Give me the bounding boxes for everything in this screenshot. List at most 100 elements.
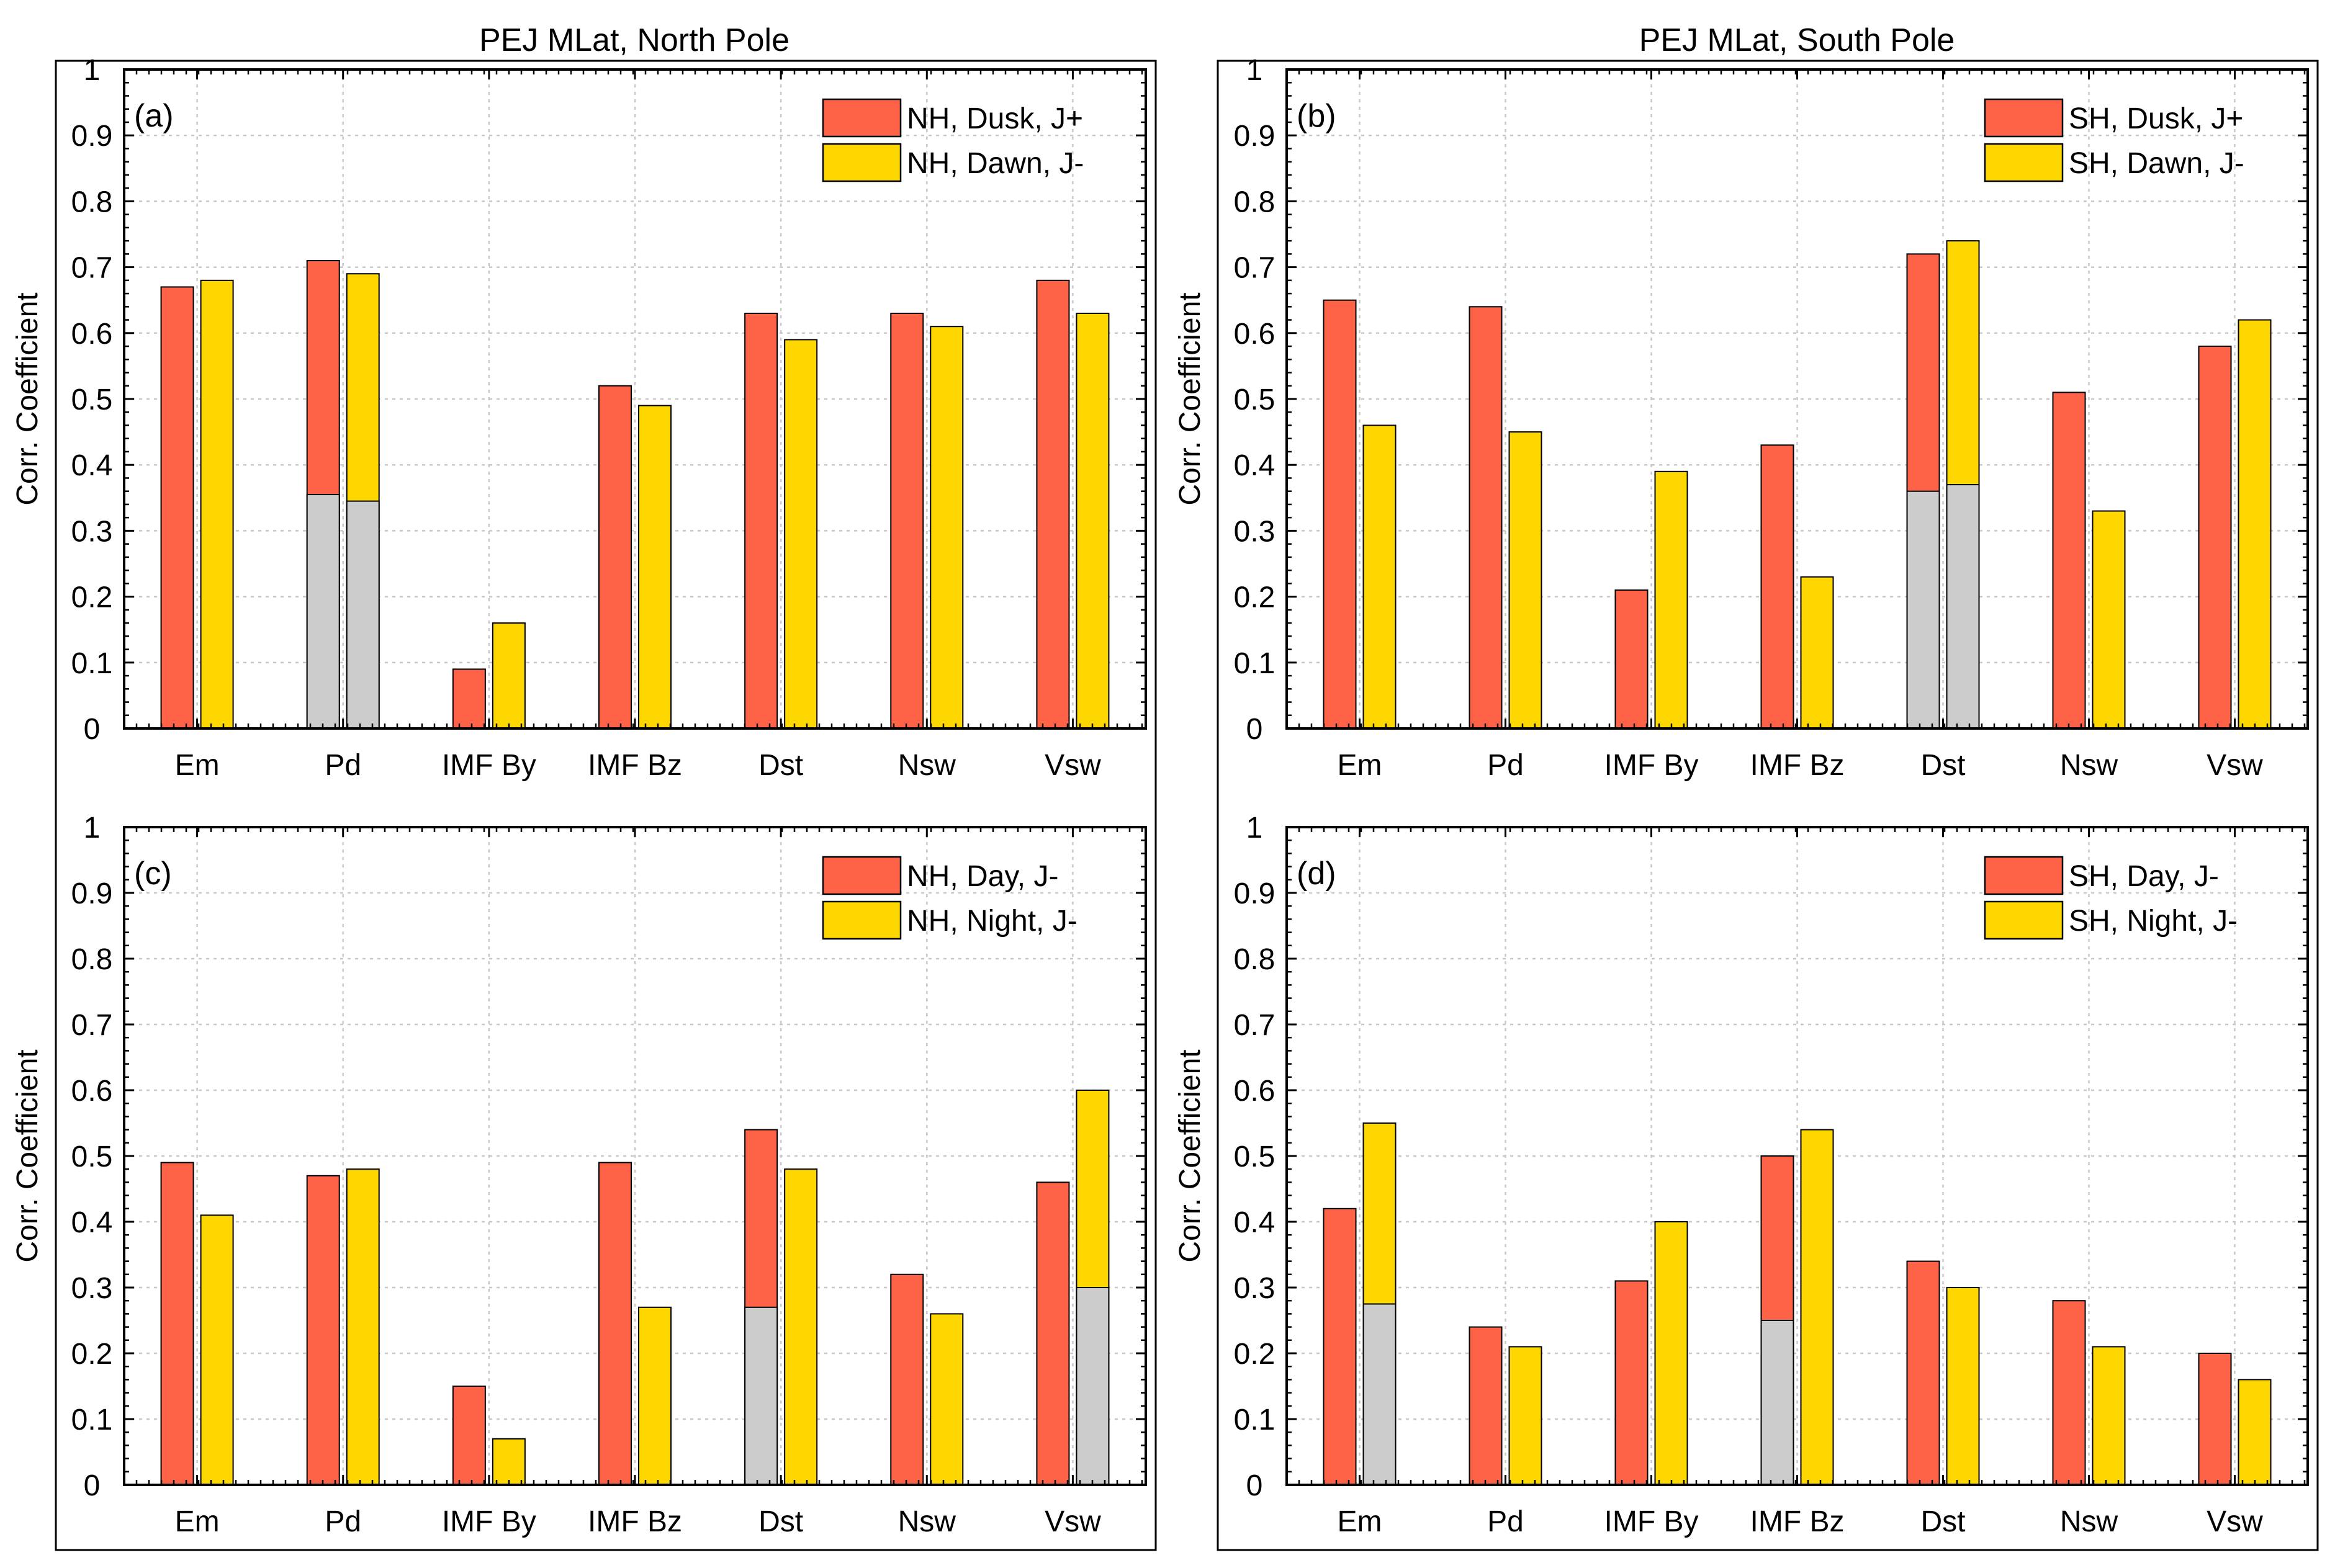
bar-pd-series2 bbox=[1508, 431, 1542, 729]
frame-right bbox=[1217, 60, 2319, 1551]
legend-label-series2: SH, Night, J- bbox=[2069, 905, 2238, 938]
x-tick-label-em: Em bbox=[1338, 1505, 1382, 1538]
bar-em-series2 bbox=[1362, 424, 1397, 729]
y-tick-label: 0.1 bbox=[71, 1404, 113, 1436]
bar-nsw-series1 bbox=[2052, 392, 2086, 729]
bar-vsw-series1 bbox=[1036, 279, 1070, 729]
legend-swatch-series1 bbox=[1984, 98, 2064, 138]
bar-imf-by-series2 bbox=[492, 622, 526, 730]
legend-label-series2: SH, Dawn, J- bbox=[2069, 147, 2244, 180]
y-tick-label: 0.4 bbox=[1234, 449, 1275, 482]
y-tick-label: 0.5 bbox=[1234, 383, 1275, 416]
bar-imf-bz-series1 bbox=[598, 1162, 632, 1485]
x-tick-label-dst: Dst bbox=[758, 1505, 803, 1538]
y-tick-label: 0 bbox=[84, 1469, 101, 1502]
y-tick-label: 0.6 bbox=[71, 1075, 113, 1108]
y-tick-label: 0.7 bbox=[71, 1009, 113, 1042]
x-tick-label-pd: Pd bbox=[325, 1505, 361, 1538]
legend-swatch-series2 bbox=[822, 143, 902, 182]
y-tick-label: 0.2 bbox=[71, 581, 113, 614]
bar-vsw-series2 bbox=[2238, 319, 2272, 729]
legend: SH, Day, J- SH, Night, J- bbox=[1984, 856, 2238, 940]
x-tick-label-nsw: Nsw bbox=[2060, 749, 2118, 782]
panel-letter: (b) bbox=[1297, 98, 1336, 134]
bar-vsw-series1 bbox=[2198, 1353, 2232, 1485]
bar-pd-series1 bbox=[306, 1175, 340, 1486]
bar-dst-series2 bbox=[784, 1168, 818, 1485]
bar-nsw-series2 bbox=[930, 1313, 964, 1485]
x-tick-label-vsw: Vsw bbox=[1045, 749, 1101, 782]
x-tick-label-imf-by: IMF By bbox=[442, 749, 536, 782]
bar-nsw-series1 bbox=[890, 1273, 924, 1486]
bar-vsw-series1 bbox=[2198, 346, 2232, 729]
legend: NH, Dusk, J+ NH, Dawn, J- bbox=[822, 98, 1084, 182]
x-tick-label-vsw: Vsw bbox=[1045, 1505, 1101, 1538]
x-tick-label-imf-bz: IMF Bz bbox=[588, 1505, 682, 1538]
x-tick-label-imf-bz: IMF Bz bbox=[1750, 749, 1845, 782]
bar-partial-imf-bz-series1 bbox=[1760, 1320, 1794, 1485]
y-tick-label: 0.8 bbox=[71, 186, 113, 218]
bar-imf-bz-series2 bbox=[1800, 576, 1834, 729]
legend: NH, Day, J- NH, Night, J- bbox=[822, 856, 1078, 940]
y-tick-label: 1 bbox=[84, 54, 101, 87]
bar-imf-by-series2 bbox=[1654, 470, 1688, 729]
legend-swatch-series2 bbox=[822, 900, 902, 940]
bar-dst-series2 bbox=[1946, 1287, 1980, 1485]
y-tick-label: 0 bbox=[1246, 1469, 1263, 1502]
y-tick-label: 0.4 bbox=[71, 449, 113, 482]
bar-partial-dst-series2 bbox=[1946, 484, 1980, 729]
bar-nsw-series2 bbox=[930, 326, 964, 729]
y-tick-label: 0.3 bbox=[1234, 515, 1275, 548]
bar-em-series2 bbox=[200, 279, 234, 729]
bar-partial-em-series2 bbox=[1362, 1303, 1397, 1485]
y-tick-label: 0.4 bbox=[71, 1206, 113, 1239]
panel-letter: (a) bbox=[134, 98, 174, 134]
bar-imf-bz-series2 bbox=[638, 1306, 672, 1486]
panel-letter: (d) bbox=[1297, 856, 1336, 892]
x-tick-label-nsw: Nsw bbox=[2060, 1505, 2118, 1538]
y-tick-label: 0.7 bbox=[71, 252, 113, 285]
bar-imf-by-series2 bbox=[492, 1438, 526, 1486]
x-tick-label-pd: Pd bbox=[1487, 749, 1524, 782]
y-tick-label: 0.5 bbox=[1234, 1140, 1275, 1173]
legend-label-series2: NH, Night, J- bbox=[907, 905, 1078, 938]
y-tick-label: 0.1 bbox=[71, 647, 113, 680]
bar-partial-dst-series1 bbox=[744, 1306, 778, 1486]
frame-left bbox=[55, 60, 1157, 1551]
panel-d: 0 0.1 0.2 0.3 0.4 0.5 0.6 0.7 0.8 0.9 1 Em Pd IMF By I… bbox=[1174, 812, 2309, 1538]
bar-em-series1 bbox=[1323, 299, 1357, 729]
legend: SH, Dusk, J+ SH, Dawn, J- bbox=[1984, 98, 2244, 182]
panel-a: 0 0.1 0.2 0.3 0.4 0.5 0.6 0.7 0.8 0.9 1 Em Pd IMF By I… bbox=[11, 54, 1147, 782]
x-tick-label-dst: Dst bbox=[758, 749, 803, 782]
y-tick-label: 0.5 bbox=[71, 383, 113, 416]
y-tick-label: 0.9 bbox=[71, 877, 113, 910]
y-tick-label: 0.2 bbox=[1234, 581, 1275, 614]
y-tick-label: 0.3 bbox=[71, 1272, 113, 1305]
x-tick-label-nsw: Nsw bbox=[898, 749, 956, 782]
bar-nsw-series1 bbox=[2052, 1300, 2086, 1485]
x-tick-label-nsw: Nsw bbox=[898, 1505, 956, 1538]
bar-imf-bz-series1 bbox=[1760, 444, 1794, 730]
y-tick-label: 0.9 bbox=[1234, 877, 1275, 910]
bar-partial-pd-series1 bbox=[306, 493, 340, 729]
y-tick-label: 0.3 bbox=[71, 515, 113, 548]
y-tick-label: 0.6 bbox=[1234, 1075, 1275, 1108]
bar-pd-series2 bbox=[1508, 1346, 1542, 1485]
x-tick-label-dst: Dst bbox=[1921, 749, 1966, 782]
x-tick-label-imf-bz: IMF Bz bbox=[588, 749, 682, 782]
x-tick-label-dst: Dst bbox=[1921, 1505, 1966, 1538]
x-tick-label-pd: Pd bbox=[325, 749, 361, 782]
legend-swatch-series1 bbox=[1984, 856, 2064, 895]
bar-partial-pd-series2 bbox=[346, 500, 380, 729]
x-tick-label-imf-by: IMF By bbox=[442, 1505, 536, 1538]
legend-label-series1: NH, Day, J- bbox=[907, 860, 1058, 893]
bar-vsw-series1 bbox=[1036, 1181, 1070, 1486]
bar-pd-series1 bbox=[1469, 306, 1503, 729]
bar-imf-by-series1 bbox=[1614, 589, 1649, 729]
y-tick-label: 0.6 bbox=[71, 318, 113, 351]
x-tick-label-vsw: Vsw bbox=[2207, 1505, 2263, 1538]
y-tick-label: 1 bbox=[1246, 54, 1263, 87]
bar-imf-by-series1 bbox=[452, 668, 486, 730]
